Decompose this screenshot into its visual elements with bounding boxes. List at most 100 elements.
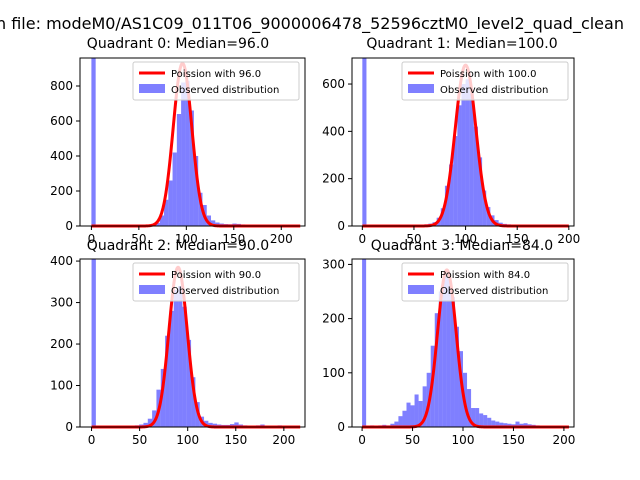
hist-bar — [483, 415, 488, 427]
y-tick-label: 0 — [337, 219, 345, 233]
hist-bar — [450, 296, 455, 427]
hist-bar — [418, 400, 423, 427]
legend-frame — [132, 61, 300, 101]
hist-bar — [160, 368, 166, 427]
hist-bar — [519, 423, 524, 427]
hist-bar — [422, 386, 427, 427]
x-tick-label: 100 — [176, 433, 199, 447]
hist-bar — [394, 421, 399, 427]
panel-title: Quadrant 1: Median=100.0 — [366, 36, 557, 52]
hist-bar — [164, 199, 169, 226]
hist-bar — [457, 105, 462, 226]
axes-frame — [351, 57, 575, 227]
x-tick-label: 50 — [406, 232, 421, 246]
hist-bar — [186, 339, 192, 427]
hist-bar — [234, 422, 239, 427]
legend-hist-label: Observed distribution — [171, 85, 279, 96]
hist-bar — [206, 215, 212, 226]
panel-quadrant-1: 0 50 100 150 200 0 200 400 600 Poission with 100.… — [322, 36, 580, 246]
hist-bar — [362, 58, 367, 226]
hist-bar — [471, 408, 476, 427]
legend-curve-label: Poission with 100.0 — [440, 69, 536, 80]
hist-bar — [398, 416, 403, 427]
hist-bar — [193, 156, 199, 226]
hist-bar — [438, 291, 443, 427]
axes-frame — [79, 57, 306, 227]
x-tick-label: 100 — [452, 433, 475, 447]
x-tick-label: 200 — [270, 232, 293, 246]
x-tick-label: 150 — [506, 232, 529, 246]
hist-bar — [487, 417, 492, 427]
hist-bar — [444, 185, 450, 226]
hist-bar — [469, 93, 474, 227]
hist-bar — [185, 80, 190, 226]
hist-bar — [446, 277, 451, 427]
panel-quadrant-2: 0 50 100 150 200 0 100 200 300 400 Poission with 9… — [50, 238, 306, 447]
hist-bar — [507, 423, 512, 427]
hist-bar — [499, 422, 504, 427]
hist-bar — [362, 259, 367, 427]
hist-bar — [495, 421, 500, 427]
hist-bar — [215, 222, 220, 226]
hist-bar — [181, 82, 186, 226]
legend-hist-swatch — [408, 84, 434, 93]
y-tick-label: 600 — [50, 114, 73, 128]
hist-bar — [91, 58, 96, 226]
panel-title: Quadrant 0: Median=96.0 — [87, 36, 269, 52]
x-tick-label: 0 — [88, 433, 96, 447]
hist-bar — [523, 423, 528, 427]
y-tick-label: 400 — [322, 124, 345, 138]
x-tick-label: 150 — [222, 232, 245, 246]
legend-hist-label: Observed distribution — [440, 85, 548, 96]
legend-hist-label: Observed distribution — [171, 286, 279, 297]
hist-bar — [440, 208, 445, 226]
hist-bar — [208, 422, 213, 427]
legend: Poission with 90.0 Observed distribution — [132, 262, 300, 302]
hist-bar — [155, 222, 160, 226]
y-tick-label: 800 — [50, 79, 73, 93]
panel-quadrant-0: 0 50 100 150 200 0 200 400 600 800 Poission with 9… — [50, 36, 306, 246]
legend-hist-swatch — [139, 84, 165, 93]
x-tick-label: 150 — [502, 433, 525, 447]
y-tick-label: 0 — [65, 420, 73, 434]
hist-bar — [442, 275, 447, 427]
legend-curve-label: Poission with 90.0 — [171, 270, 261, 281]
legend: Poission with 84.0 Observed distribution — [401, 262, 569, 302]
hist-bar — [477, 157, 483, 226]
hist-bar — [147, 418, 153, 427]
x-tick-label: 200 — [272, 433, 295, 447]
hist-bar — [169, 310, 174, 427]
x-tick-label: 0 — [358, 433, 366, 447]
legend-curve-label: Poission with 96.0 — [171, 69, 261, 80]
y-tick-label: 200 — [50, 184, 73, 198]
x-tick-label: 100 — [454, 232, 477, 246]
hist-bar — [414, 394, 419, 427]
hist-bar — [473, 126, 478, 226]
hist-bar — [482, 190, 487, 226]
hist-bar — [390, 423, 395, 427]
y-tick-label: 300 — [322, 257, 345, 271]
legend: Poission with 96.0 Observed distribution — [132, 61, 300, 101]
x-tick-label: 150 — [224, 433, 247, 447]
hist-bar — [165, 335, 170, 427]
hist-bar — [204, 420, 209, 427]
hist-bar — [402, 410, 407, 427]
hist-bar — [454, 326, 459, 427]
hist-bar — [515, 421, 520, 427]
hist-bar — [211, 220, 216, 226]
hist-bar — [168, 180, 173, 226]
hist-bar — [491, 420, 496, 427]
panel-quadrant-3: 0 50 100 150 200 0 100 200 300 Poission with 84.0… — [322, 238, 575, 447]
legend-frame — [401, 61, 569, 101]
hist-bar — [182, 306, 187, 427]
hist-bar — [191, 377, 196, 427]
y-tick-label: 300 — [50, 296, 73, 310]
hist-bar — [172, 152, 177, 226]
y-tick-label: 200 — [322, 172, 345, 186]
hist-bar — [410, 405, 415, 427]
y-tick-label: 0 — [337, 420, 345, 434]
figure-suptitle: n file: modeM0/AS1C09_011T06_9000006478_… — [0, 14, 624, 34]
y-tick-label: 200 — [50, 337, 73, 351]
hist-bar — [189, 110, 194, 226]
